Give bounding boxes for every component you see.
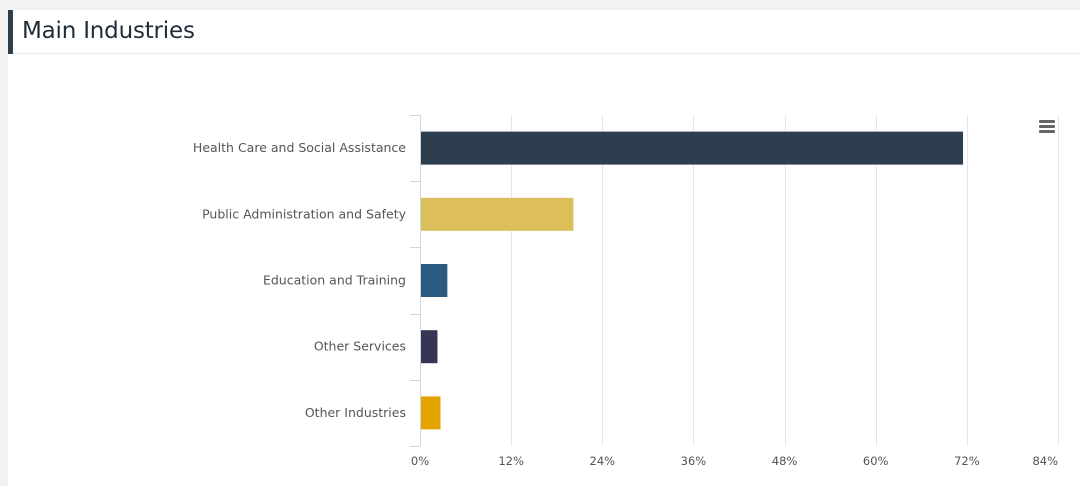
industries-panel: Main Industries <box>8 10 1080 486</box>
x-tick-label: 36% <box>681 454 707 468</box>
bar <box>421 264 448 297</box>
x-tick-label: 24% <box>590 454 616 468</box>
header-accent-bar <box>8 10 13 54</box>
x-tick-label: 48% <box>772 454 798 468</box>
hamburger-menu-icon <box>1039 120 1055 123</box>
category-label: Public Administration and Safety <box>202 206 406 221</box>
x-tick-label: 60% <box>863 454 889 468</box>
bar <box>421 396 441 430</box>
panel-title: Main Industries <box>22 18 195 44</box>
bar <box>421 330 438 364</box>
category-label: Health Care and Social Assistance <box>193 140 406 155</box>
x-tick-label: 84% <box>1032 454 1058 468</box>
bar <box>421 197 574 231</box>
panel-header: Main Industries <box>8 10 1080 54</box>
x-tick-label: 72% <box>954 454 980 468</box>
category-label: Other Services <box>314 339 406 354</box>
x-tick-label: 12% <box>498 454 524 468</box>
category-label: Education and Training <box>263 273 406 288</box>
bar <box>421 131 964 165</box>
category-label: Other Industries <box>305 405 406 420</box>
chart-menu-button[interactable] <box>1036 116 1058 136</box>
x-tick-label: 0% <box>411 454 429 468</box>
